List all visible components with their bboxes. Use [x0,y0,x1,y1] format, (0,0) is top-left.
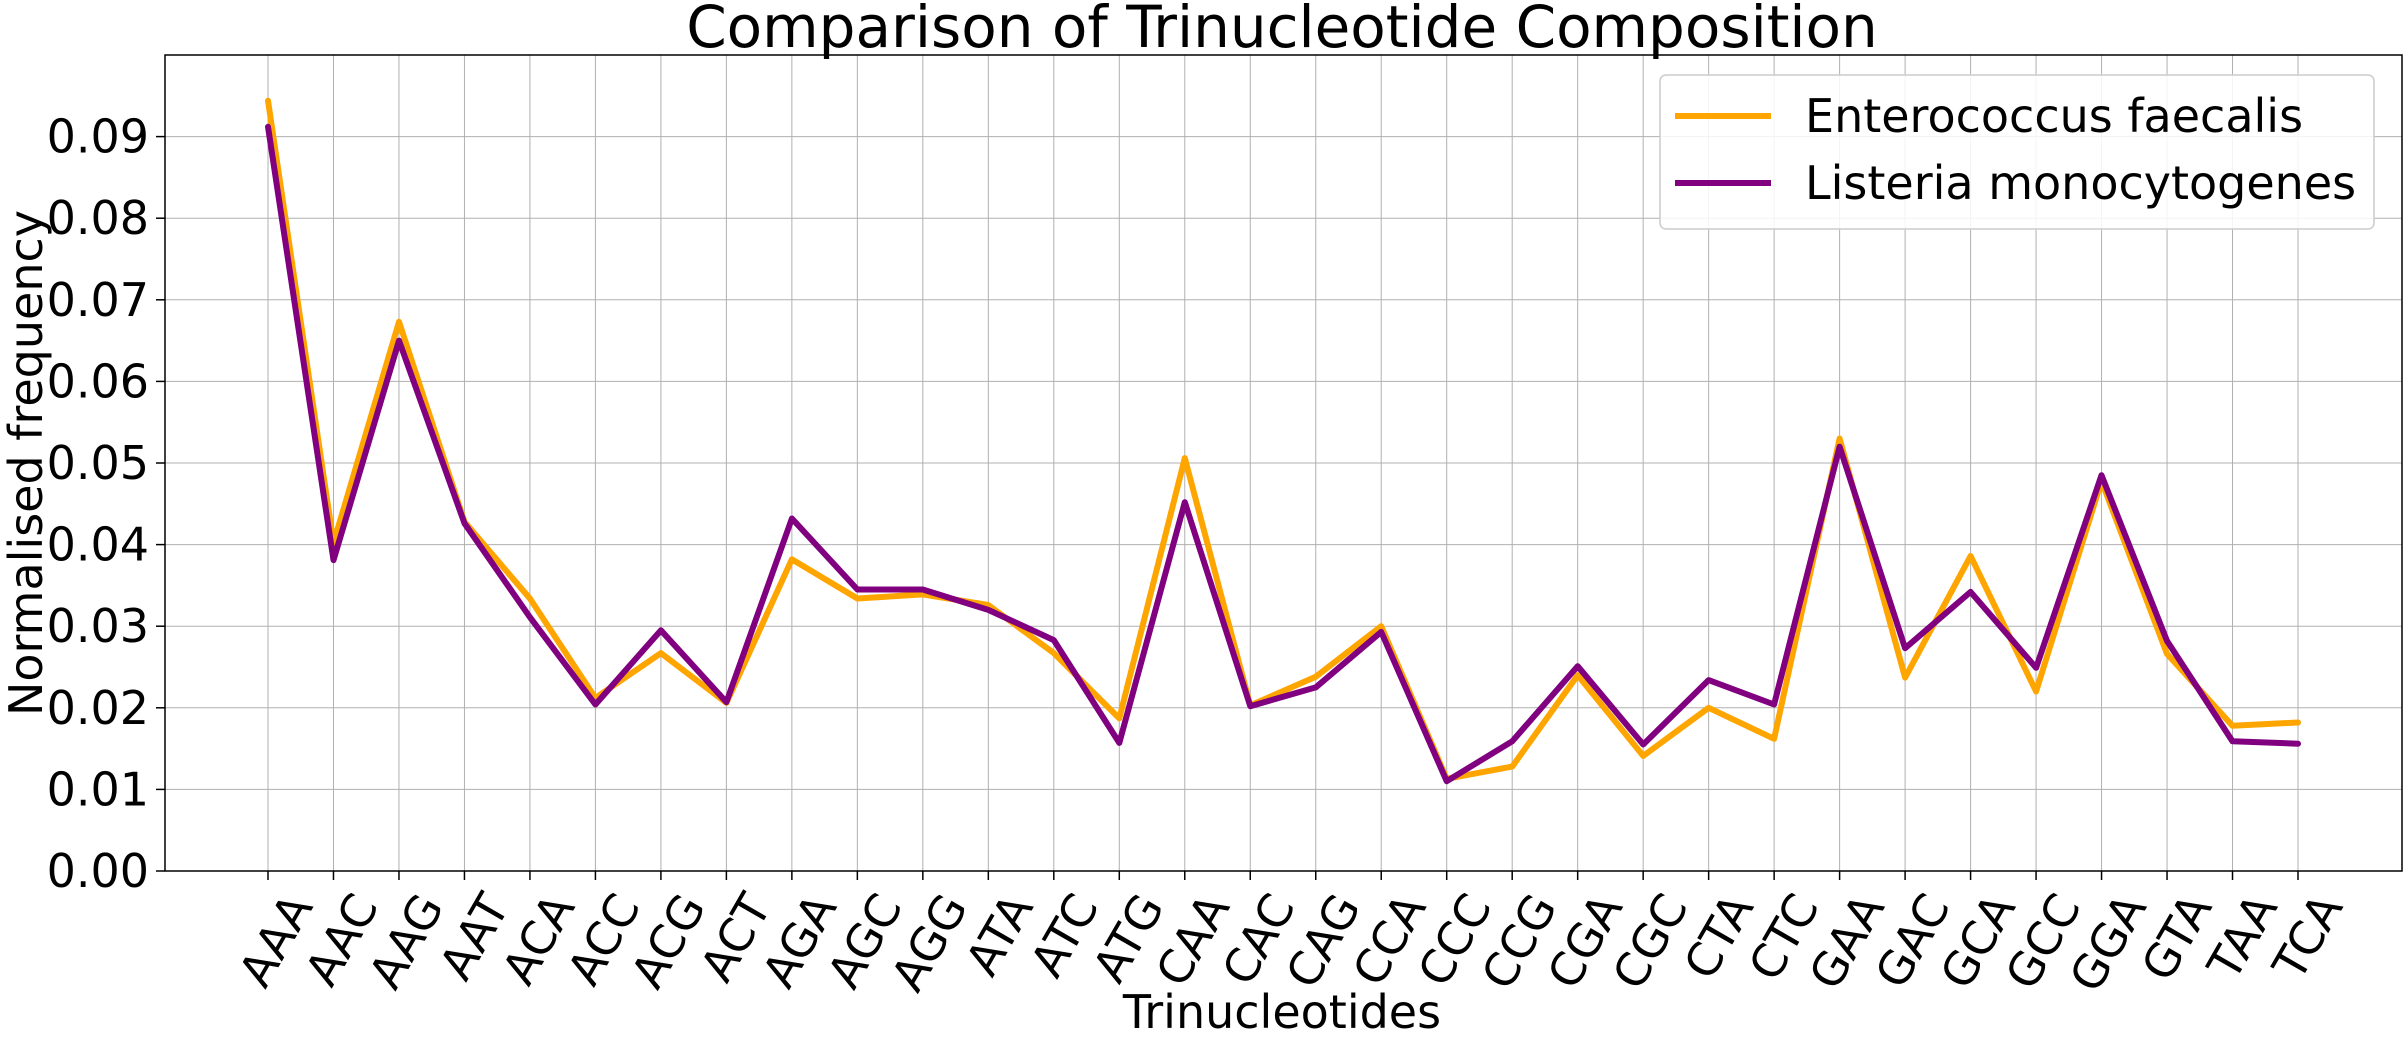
series-line-1 [265,123,2301,785]
y-tick-label: 0.09 [47,110,149,164]
x-tick-label: TAA [2196,884,2288,989]
y-axis: 0.00 0.01 0.02 0.03 0.04 0.05 0.06 0.07 0.08 0.09 [47,110,165,898]
chart-title: Comparison of Trinucleotide Composition [686,0,1878,61]
x-tick-label: TCA [2262,884,2354,989]
y-tick-label: 0.01 [47,762,149,816]
x-tick-label: ACA [491,884,585,993]
legend-label-listeria: Listeria monocytogenes [1805,156,2356,210]
x-axis-title: Trinucleotides [1122,985,1441,1039]
y-tick-label: 0.02 [47,681,149,735]
series-lines [265,97,2301,785]
legend-box [1659,74,2375,230]
y-tick-label: 0.03 [47,599,149,653]
y-tick-label: 0.05 [47,436,149,490]
legend-label-enterococcus: Enterococcus faecalis [1805,89,2303,143]
y-tick-label: 0.07 [47,273,149,327]
x-axis: AAAAACAAGAATACAACCACGACTAGAAGCAGGATAATCA… [228,871,2354,1001]
legend: Enterococcus faecalis Listeria monocytog… [1659,74,2375,230]
y-tick-label: 0.04 [47,518,149,572]
x-tick-label: ATA [955,884,1044,984]
x-tick-label: GTA [2131,884,2223,989]
x-tick-label: CTA [1673,884,1764,988]
y-axis-title: Normalised frequency [0,210,53,716]
y-tick-label: 0.08 [47,191,149,245]
y-tick-label: 0.00 [47,844,149,898]
y-tick-label: 0.06 [47,354,149,408]
